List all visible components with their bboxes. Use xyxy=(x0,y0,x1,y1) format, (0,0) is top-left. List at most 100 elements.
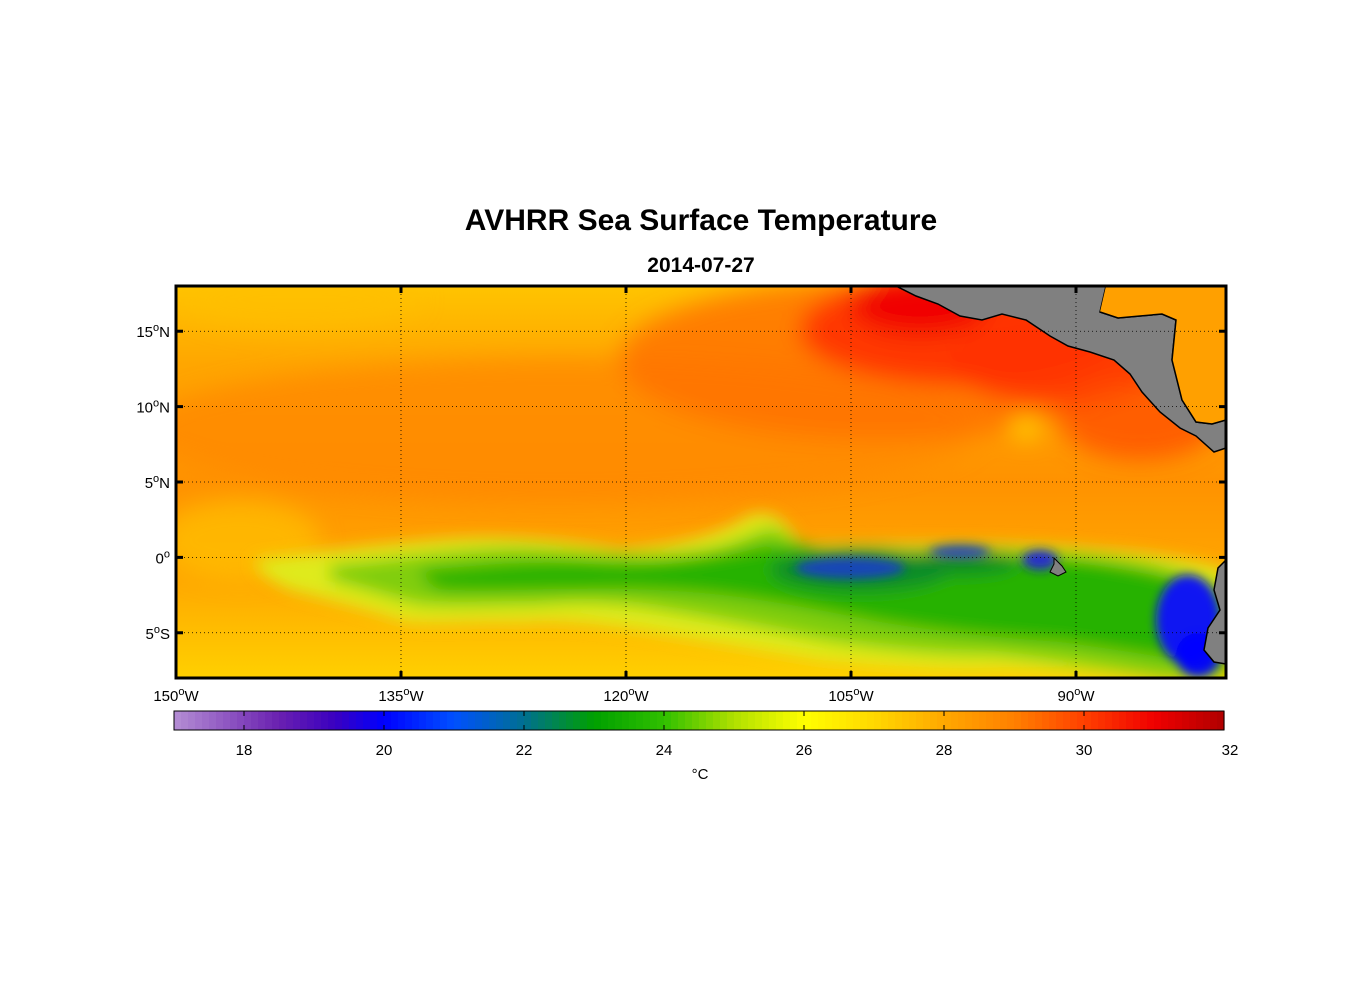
degree-symbol: o xyxy=(153,473,159,485)
colorbar-swatch xyxy=(979,711,987,730)
sst-field xyxy=(176,286,1226,678)
colorbar-swatch xyxy=(860,711,868,730)
lat-label: 5oN xyxy=(145,473,170,492)
lon-label-hemisphere: W xyxy=(184,688,199,705)
caribbean-sea xyxy=(1100,286,1226,424)
degree-symbol: o xyxy=(1074,686,1080,698)
colorbar-swatch xyxy=(1014,711,1022,730)
colorbar-swatch xyxy=(468,711,476,730)
colorbar-swatch xyxy=(608,711,616,730)
colorbar-swatch xyxy=(216,711,224,730)
figure-date: 2014-07-27 xyxy=(647,254,755,277)
lat-label-hemisphere: N xyxy=(159,324,170,341)
lat-label: 0o xyxy=(156,548,170,567)
colorbar-swatch xyxy=(496,711,504,730)
lon-label-hemisphere: W xyxy=(634,688,649,705)
colorbar-swatch xyxy=(461,711,469,730)
colorbar-swatch xyxy=(447,711,455,730)
colorbar-swatch xyxy=(1133,711,1141,730)
colorbar-swatch xyxy=(678,711,686,730)
colorbar-swatch xyxy=(1007,711,1015,730)
colorbar-tick-label: 18 xyxy=(236,742,253,759)
colorbar-swatch xyxy=(1084,711,1092,730)
colorbar-swatch xyxy=(440,711,448,730)
cold-core xyxy=(795,545,1220,677)
colorbar-swatch xyxy=(195,711,203,730)
lon-label: 90oW xyxy=(1058,686,1096,705)
colorbar xyxy=(174,711,1225,730)
colorbar-swatch xyxy=(538,711,546,730)
lon-label: 120oW xyxy=(603,686,649,705)
colorbar-swatch xyxy=(552,711,560,730)
colorbar-swatch xyxy=(713,711,721,730)
colorbar-swatch xyxy=(573,711,581,730)
colorbar-swatch xyxy=(706,711,714,730)
colorbar-swatch xyxy=(699,711,707,730)
colorbar-swatch xyxy=(762,711,770,730)
colorbar-swatch xyxy=(601,711,609,730)
colorbar-swatch xyxy=(804,711,812,730)
lon-label: 105oW xyxy=(828,686,874,705)
lat-label-value: 5 xyxy=(146,626,154,643)
colorbar-swatch xyxy=(293,711,301,730)
colorbar-swatch xyxy=(1126,711,1134,730)
colorbar-swatch xyxy=(1154,711,1162,730)
colorbar-swatch xyxy=(853,711,861,730)
colorbar-swatch xyxy=(265,711,273,730)
colorbar-swatch xyxy=(958,711,966,730)
colorbar-swatch xyxy=(244,711,252,730)
colorbar-swatch xyxy=(524,711,532,730)
colorbar-swatch xyxy=(594,711,602,730)
colorbar-swatch xyxy=(629,711,637,730)
colorbar-swatch xyxy=(867,711,875,730)
lon-label: 135oW xyxy=(378,686,424,705)
degree-symbol: o xyxy=(403,686,409,698)
colorbar-swatch xyxy=(965,711,973,730)
colorbar-swatch xyxy=(923,711,931,730)
colorbar-swatch xyxy=(636,711,644,730)
colorbar-swatch xyxy=(986,711,994,730)
colorbar-swatch xyxy=(790,711,798,730)
colorbar-swatch xyxy=(545,711,553,730)
colorbar-swatch xyxy=(944,711,952,730)
lon-label-value: 135 xyxy=(378,688,403,705)
colorbar-swatch xyxy=(419,711,427,730)
colorbar-swatch xyxy=(783,711,791,730)
colorbar-swatch xyxy=(286,711,294,730)
colorbar-swatch xyxy=(328,711,336,730)
colorbar-swatch xyxy=(643,711,651,730)
colorbar-swatch xyxy=(1161,711,1169,730)
colorbar-swatch xyxy=(391,711,399,730)
colorbar-swatch xyxy=(832,711,840,730)
longitude-labels: 150oW 135oW 120oW 105oW 90oW xyxy=(153,686,1095,705)
colorbar-swatch xyxy=(615,711,623,730)
figure-title: AVHRR Sea Surface Temperature xyxy=(464,204,938,237)
colorbar-swatch xyxy=(363,711,371,730)
colorbar-swatch xyxy=(909,711,917,730)
colorbar-swatch xyxy=(664,711,672,730)
lat-label: 5oS xyxy=(146,624,170,643)
colorbar-swatch xyxy=(797,711,805,730)
colorbar-swatch xyxy=(566,711,574,730)
colorbar-swatch xyxy=(895,711,903,730)
colorbar-swatch xyxy=(1091,711,1099,730)
degree-symbol: o xyxy=(153,322,159,334)
colorbar-swatch xyxy=(1210,711,1218,730)
colorbar-swatch xyxy=(818,711,826,730)
lon-label-hemisphere: W xyxy=(1080,688,1095,705)
colorbar-swatch xyxy=(650,711,658,730)
colorbar-swatch xyxy=(916,711,924,730)
colorbar-swatch xyxy=(580,711,588,730)
colorbar-swatch xyxy=(300,711,308,730)
colorbar-tick-label: 22 xyxy=(516,742,533,759)
lat-label-hemisphere: N xyxy=(159,400,170,417)
degree-symbol: o xyxy=(164,548,170,560)
colorbar-swatch xyxy=(741,711,749,730)
colorbar-swatch xyxy=(321,711,329,730)
colorbar-tick-label: 24 xyxy=(656,742,673,759)
colorbar-swatch xyxy=(846,711,854,730)
colorbar-swatch xyxy=(622,711,630,730)
colorbar-swatch xyxy=(237,711,245,730)
map-frame xyxy=(174,284,1228,680)
